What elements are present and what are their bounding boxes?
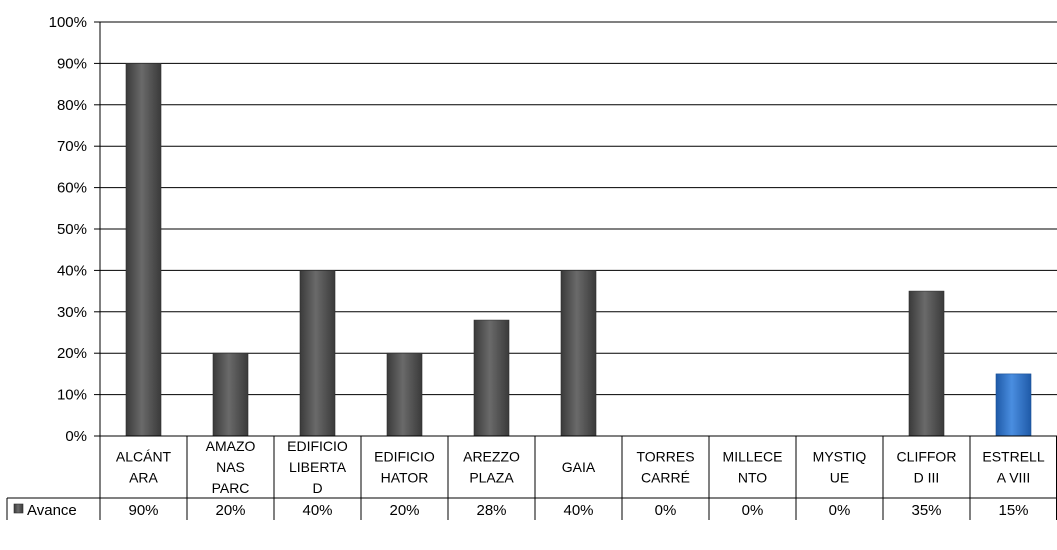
bar-amazonas-parc (212, 352, 249, 437)
bar-edificio-hator (386, 352, 423, 437)
y-tick-label: 70% (57, 138, 87, 155)
data-value-label: 40% (563, 502, 593, 519)
y-tick-label: 40% (57, 262, 87, 279)
y-tick-label: 0% (65, 428, 87, 445)
category-label: TORRES CARRÉ (636, 449, 694, 486)
data-value-label: 40% (302, 502, 332, 519)
bar-edificio-libertad (299, 270, 336, 437)
data-value-label: 28% (476, 502, 506, 519)
data-value-label: 0% (742, 502, 764, 519)
category-label: MILLECE NTO (723, 449, 783, 486)
bars (125, 63, 1032, 437)
bar-arezzo-plaza (473, 319, 510, 437)
category-label: EDIFICIO LIBERTA D (287, 438, 348, 496)
category-label: AREZZO PLAZA (463, 449, 520, 486)
data-value-label: 0% (829, 502, 851, 519)
category-label: MYSTIQ UE (813, 449, 867, 486)
y-tick-label: 60% (57, 180, 87, 197)
category-label: GAIA (562, 459, 596, 475)
y-tick-label: 50% (57, 221, 87, 238)
data-value-label: 90% (128, 502, 158, 519)
bar-estrella-viii (995, 373, 1032, 437)
y-tick-label: 90% (57, 55, 87, 72)
y-tick-label: 20% (57, 345, 87, 362)
bar-gaia (560, 270, 597, 437)
y-tick-label: 100% (49, 14, 87, 31)
data-table: ALCÁNT ARA AMAZO NAS PARC EDIFICIO LIBERTA D EDI… (6, 435, 1057, 520)
category-label: CLIFFOR D III (897, 449, 957, 486)
legend-label: Avance (27, 502, 77, 519)
y-tick-label: 30% (57, 304, 87, 321)
bar-clifford-iii (908, 290, 945, 437)
category-label: AMAZO NAS PARC (206, 438, 256, 496)
y-axis: 0% 10% 20% 30% 40% 50% 60% 70% 80% 90% 100% (49, 14, 101, 445)
category-label: ALCÁNT ARA (116, 449, 172, 486)
legend-swatch (13, 503, 24, 514)
category-label: ESTRELL A VIII (982, 449, 1044, 486)
data-value-label: 15% (998, 502, 1028, 519)
bar-alc-ntara (125, 63, 162, 437)
category-label: EDIFICIO HATOR (374, 449, 435, 486)
y-tick-label: 80% (57, 97, 87, 114)
data-value-label: 0% (655, 502, 677, 519)
data-value-label: 35% (911, 502, 941, 519)
y-tick-label: 10% (57, 387, 87, 404)
data-value-label: 20% (389, 502, 419, 519)
data-value-label: 20% (215, 502, 245, 519)
